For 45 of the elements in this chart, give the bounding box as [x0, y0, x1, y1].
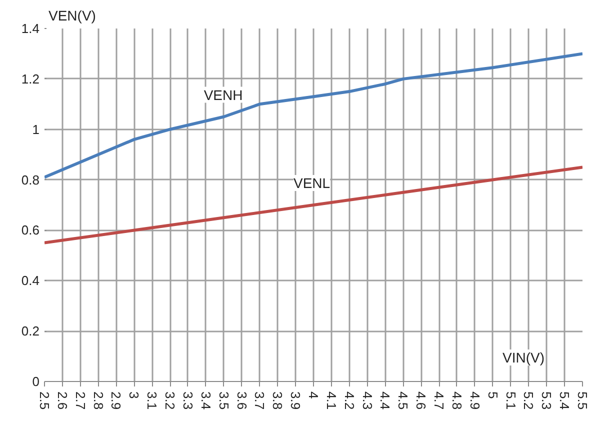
- x-tick-label: 4.7: [432, 392, 447, 410]
- line-series: [44, 52, 582, 179]
- y-tick-label: 1.2: [21, 71, 40, 86]
- x-tick-label: 3: [126, 392, 142, 399]
- x-tick-label: 4.5: [396, 392, 411, 410]
- series-label: VENL: [294, 175, 330, 191]
- x-tick-label: 3.4: [198, 392, 214, 410]
- y-tick-label: 0: [32, 374, 40, 389]
- y-axis-title: VEN(V): [48, 8, 96, 24]
- x-tick-label: 2.6: [54, 392, 70, 410]
- y-tick-label: 1.4: [21, 21, 40, 36]
- y-tick-label: 0.6: [21, 222, 40, 238]
- x-tick-label: 5.2: [521, 392, 536, 410]
- x-tick-label: 4.2: [342, 392, 357, 410]
- x-tick-label: 3.7: [252, 392, 268, 410]
- x-tick-label: 3.9: [288, 392, 304, 410]
- x-axis-title: VIN(V): [502, 350, 544, 366]
- line-series: [44, 166, 582, 244]
- x-tick-label: 4.4: [378, 392, 393, 410]
- x-tick-label: 5.4: [557, 392, 572, 410]
- x-tick-label: 5.1: [503, 392, 518, 410]
- y-tick-label: 0.2: [21, 324, 40, 339]
- x-tick-label: 4.9: [467, 392, 482, 410]
- x-tick-label: 3.3: [180, 392, 196, 410]
- x-tick-label: 3.6: [234, 392, 250, 410]
- x-tick-label: 4.8: [449, 392, 464, 410]
- x-tick-label: 3.2: [162, 392, 178, 410]
- x-tick-label: 4.6: [414, 392, 429, 410]
- x-tick-label: 3.5: [216, 392, 232, 410]
- y-tick-label: 0.8: [21, 172, 40, 188]
- x-tick-label: 5.3: [539, 392, 554, 410]
- x-tick-label: 2.9: [108, 392, 124, 410]
- x-tick-label: 4.3: [360, 392, 375, 410]
- x-tick-label: 4: [306, 392, 321, 399]
- series-label: VENH: [204, 86, 243, 103]
- x-tick-label: 3.1: [144, 392, 160, 410]
- x-tick-label: 2.5: [37, 392, 52, 410]
- x-tick-label: 5: [485, 392, 500, 399]
- x-tick-label: 5.5: [575, 392, 590, 410]
- y-tick-label: 0.4: [21, 273, 40, 288]
- y-tick-label: 1: [32, 122, 40, 137]
- x-tick-label: 4.1: [324, 392, 339, 410]
- x-tick-label: 2.8: [90, 392, 106, 410]
- x-tick-label: 2.7: [72, 392, 88, 410]
- x-tick-label: 3.8: [270, 392, 286, 410]
